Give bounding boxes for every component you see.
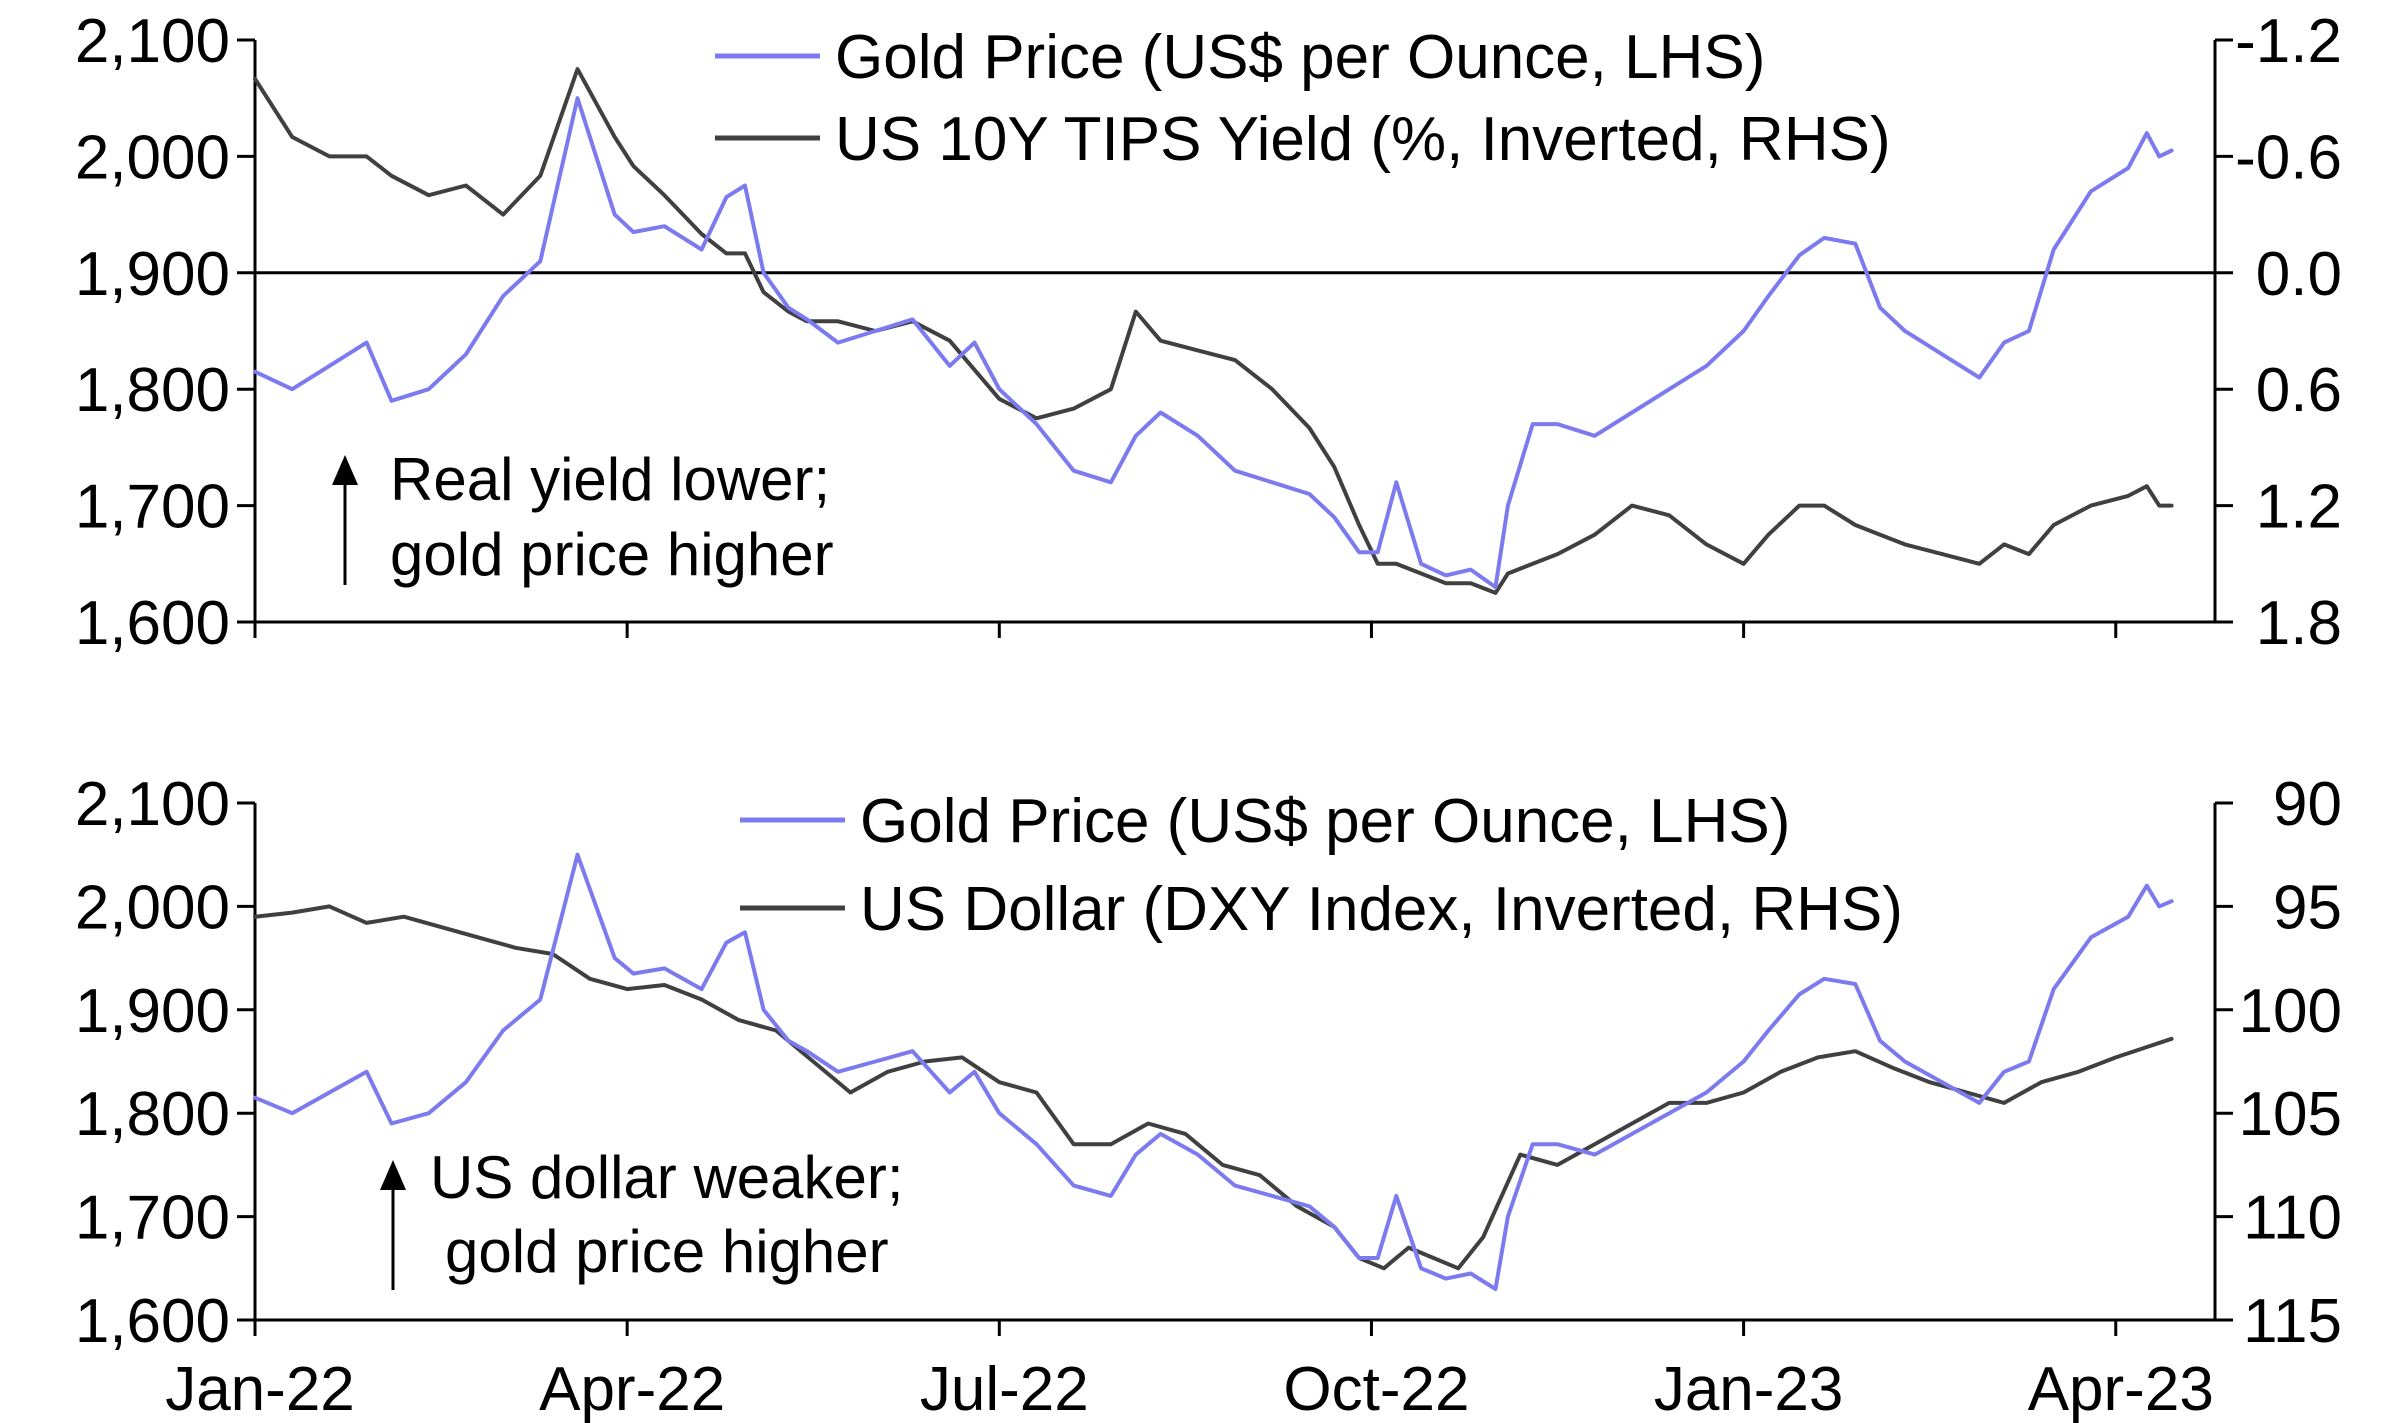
legend: Gold Price (US$ per Ounce, LHS) US Dolla… <box>740 787 1903 944</box>
series-line-gold <box>253 96 2174 590</box>
series-line-gold <box>253 852 2174 1291</box>
series-line-dxy <box>253 904 2174 1271</box>
right-tick-label: 0.6 <box>2256 356 2342 425</box>
right-tick-label: 95 <box>2273 873 2342 942</box>
series-line-tips <box>253 67 2174 595</box>
left-tick-label: 2,100 <box>75 770 230 839</box>
axes: 1,600 1,700 1,800 1,900 2,000 2,100 90 95 100 105… <box>75 770 2342 1423</box>
x-tick-label: Jan-22 <box>165 1355 355 1423</box>
annotation: Real yield lower; gold price higher <box>332 446 834 588</box>
right-tick-label: 90 <box>2273 770 2342 839</box>
right-tick-label: 115 <box>2243 1287 2342 1356</box>
annotation-line-1: Real yield lower; <box>390 446 830 513</box>
legend: Gold Price (US$ per Ounce, LHS) US 10Y T… <box>715 23 1891 174</box>
left-tick-label: 1,600 <box>75 1287 230 1356</box>
left-tick-label: 1,800 <box>75 1080 230 1149</box>
left-tick-label: 1,600 <box>75 589 230 658</box>
annotation-arrow-head <box>332 455 358 485</box>
x-tick-label: Jan-23 <box>1654 1355 1844 1423</box>
annotation-line-1: US dollar weaker; <box>430 1144 904 1211</box>
left-tick-label: 1,800 <box>75 356 230 425</box>
x-tick-label: Jul-22 <box>920 1355 1089 1423</box>
right-tick-label: 1.2 <box>2256 473 2342 542</box>
right-tick-label: -1.2 <box>2235 7 2342 76</box>
chart-panel-tips: Gold Price (US$ per Ounce, LHS) US 10Y T… <box>75 7 2342 658</box>
annotation-line-2: gold price higher <box>445 1218 889 1285</box>
left-tick-label: 2,100 <box>75 7 230 76</box>
left-tick-label: 1,700 <box>75 473 230 542</box>
annotation-line-2: gold price higher <box>390 521 834 588</box>
annotation-arrow-head <box>380 1160 406 1190</box>
left-tick-label: 2,000 <box>75 873 230 942</box>
right-tick-label: -0.6 <box>2235 123 2342 192</box>
right-tick-label: 1.8 <box>2256 589 2342 658</box>
right-tick-label: 0.0 <box>2256 240 2342 309</box>
right-tick-label: 110 <box>2243 1184 2342 1253</box>
legend-label-gold: Gold Price (US$ per Ounce, LHS) <box>860 787 1790 856</box>
left-tick-label: 1,900 <box>75 977 230 1046</box>
left-tick-label: 2,000 <box>75 123 230 192</box>
left-tick-label: 1,900 <box>75 240 230 309</box>
axes: 1,600 1,700 1,800 1,900 2,000 2,100 -1.2 -0.6 0.… <box>75 7 2342 658</box>
legend-label-dxy: US Dollar (DXY Index, Inverted, RHS) <box>860 875 1903 944</box>
x-tick-label: Apr-23 <box>2028 1355 2214 1423</box>
legend-label-gold: Gold Price (US$ per Ounce, LHS) <box>835 23 1765 92</box>
x-tick-label: Apr-22 <box>539 1355 725 1423</box>
annotation: US dollar weaker; gold price higher <box>380 1144 904 1290</box>
x-tick-label: Oct-22 <box>1283 1355 1469 1423</box>
chart-panel-dxy: Gold Price (US$ per Ounce, LHS) US Dolla… <box>75 770 2342 1423</box>
legend-label-tips: US 10Y TIPS Yield (%, Inverted, RHS) <box>835 105 1891 174</box>
right-tick-label: 105 <box>2239 1080 2342 1149</box>
left-tick-label: 1,700 <box>75 1184 230 1253</box>
right-tick-label: 100 <box>2239 977 2342 1046</box>
